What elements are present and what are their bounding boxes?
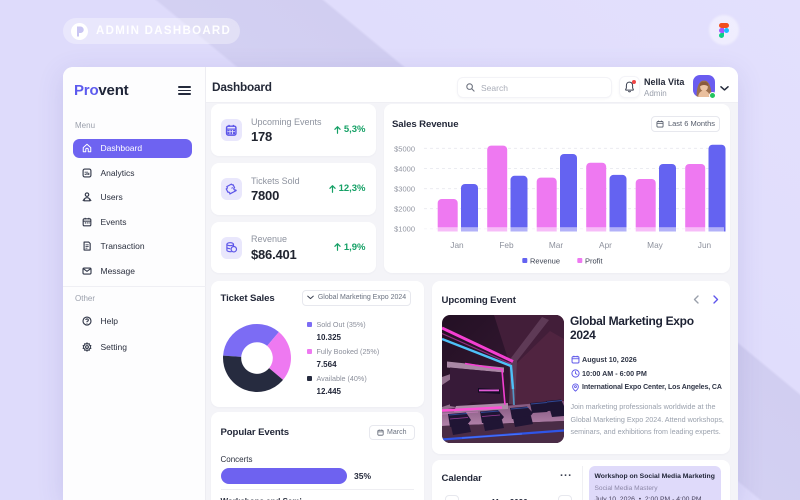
svg-text:Apr: Apr [599, 240, 612, 250]
svg-text:Revenue: Revenue [530, 257, 560, 266]
svg-text:$1000: $1000 [394, 225, 415, 234]
svg-text:Jan: Jan [450, 240, 464, 250]
svg-text:$3000: $3000 [394, 185, 415, 194]
svg-text:Feb: Feb [499, 240, 514, 250]
svg-text:Profit: Profit [585, 257, 603, 266]
svg-text:May: May [647, 240, 664, 250]
svg-text:$5000: $5000 [394, 144, 415, 153]
svg-text:$4000: $4000 [394, 165, 415, 174]
svg-text:Mar: Mar [549, 240, 564, 250]
svg-text:$2000: $2000 [394, 205, 415, 214]
svg-text:Jun: Jun [698, 240, 712, 250]
